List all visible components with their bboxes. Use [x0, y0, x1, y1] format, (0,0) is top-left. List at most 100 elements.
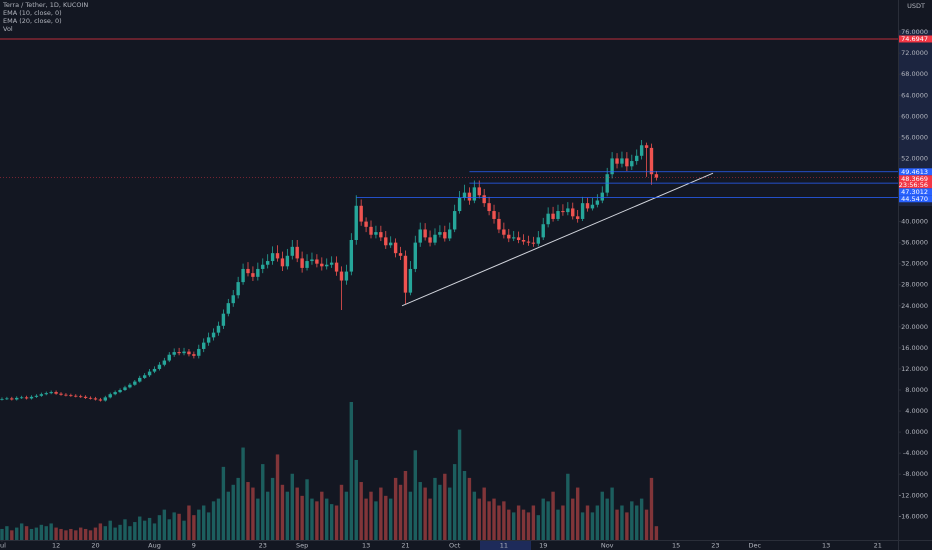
candle-body [162, 360, 167, 365]
candle-body [280, 258, 285, 267]
volume-bar [261, 464, 265, 540]
candle-body [182, 351, 186, 354]
volume-bar [236, 477, 240, 540]
candle-body [546, 213, 550, 225]
x-tick-label: 19 [539, 542, 547, 550]
candle-body [600, 192, 604, 201]
candle-body [74, 395, 78, 397]
candle-body [300, 258, 304, 268]
volume-bar [359, 482, 363, 540]
legend-entry: EMA (10, close, 0) [3, 9, 62, 17]
volume-bar [290, 473, 294, 540]
candle-body [502, 229, 506, 235]
candle-body [590, 204, 595, 209]
volume-bar [344, 491, 349, 540]
candle-body [472, 187, 477, 201]
candle-body [561, 211, 565, 213]
y-tick-label: 72.0000 [901, 49, 928, 57]
candle-body [138, 377, 142, 382]
trend-line [401, 172, 714, 307]
volume-bar [98, 523, 103, 540]
volume-bar [349, 402, 354, 540]
price-badge-label: 74.6947 [901, 35, 928, 43]
volume-bar [502, 501, 506, 540]
x-tick-label: 23 [259, 542, 267, 550]
volume-bar [49, 523, 53, 540]
candle-body [595, 200, 600, 205]
candle-body [364, 221, 368, 227]
volume-bar [315, 501, 319, 540]
volume-bar [615, 509, 619, 540]
candle-body [462, 192, 467, 198]
x-tick-label: 23 [711, 542, 719, 550]
volume-bar [620, 505, 624, 540]
y-tick-label: 20.0000 [901, 323, 928, 331]
x-tick-label: 13 [822, 542, 830, 550]
candle-body [103, 397, 107, 401]
volume-bar [585, 505, 590, 540]
candle-body [448, 229, 452, 239]
candle-body [521, 240, 526, 242]
candle-body [59, 393, 63, 395]
candle-body [487, 203, 491, 212]
y-tick-label: 0.0000 [905, 428, 928, 436]
volume-bar [448, 487, 452, 540]
volume-bar [433, 477, 437, 540]
volume-bar [482, 487, 486, 540]
x-tick-label: 21 [874, 542, 882, 550]
volume-bar [580, 512, 585, 540]
candle-body [128, 384, 132, 388]
volume-bar [457, 429, 462, 540]
legend-entry: EMA (20, close, 0) [3, 17, 62, 25]
volume-bar [251, 487, 255, 540]
x-tick-label: Nov [601, 542, 614, 550]
x-tick-label: 21 [401, 542, 409, 550]
candle-body [379, 232, 383, 238]
volume-bar [393, 477, 398, 540]
volume-bar [69, 528, 73, 540]
y-tick-label: 4.0000 [905, 407, 928, 415]
candle-body [585, 203, 590, 209]
y-tick-label: -16.0000 [899, 512, 928, 520]
volume-bar [487, 501, 491, 540]
volume-bar [654, 526, 659, 540]
candle-body [551, 213, 555, 219]
date-highlight [480, 540, 531, 550]
candle-body [374, 232, 378, 235]
candle-body [359, 205, 363, 222]
volume-bar [202, 505, 206, 540]
candle-body [320, 263, 324, 267]
candle-body [644, 145, 649, 148]
volume-bar [379, 487, 383, 540]
price-badge-label: 49.4613 [901, 168, 928, 176]
volume-bar [138, 516, 142, 540]
volume-bar [108, 520, 112, 540]
candle-body [295, 246, 299, 259]
volume-bar [300, 495, 304, 540]
volume-bar [492, 498, 496, 540]
candle-body [270, 253, 275, 262]
candle-body [516, 237, 521, 240]
y-tick-label: 32.0000 [901, 260, 928, 268]
candle-body [202, 342, 206, 349]
volume-bar [639, 498, 644, 540]
price-badge-label: 44.5470 [901, 195, 928, 203]
candle-body [349, 240, 354, 272]
candle-body [354, 205, 358, 240]
volume-bar [39, 524, 44, 540]
candle-body [369, 226, 373, 235]
volume-bar [54, 527, 58, 540]
volume-bar [167, 519, 171, 540]
candle-body [580, 203, 585, 219]
price-badge [899, 175, 932, 189]
volume-bar [192, 515, 196, 540]
volume-bar [246, 482, 250, 540]
candle-body [275, 253, 280, 259]
volume-bar [133, 522, 137, 540]
volume-bar [172, 512, 176, 540]
candle-body [157, 364, 162, 369]
volume-bar [231, 484, 235, 540]
candle-body [0, 398, 4, 400]
volume-bar [408, 491, 413, 540]
